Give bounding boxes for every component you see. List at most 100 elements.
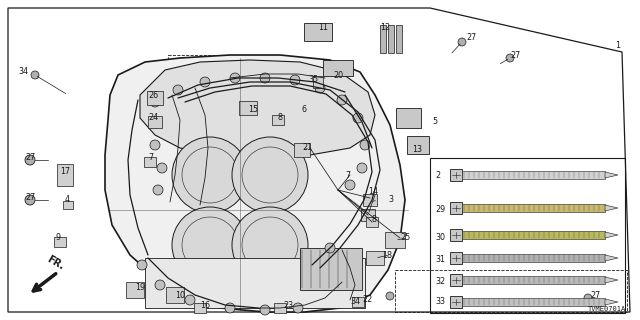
- Circle shape: [337, 95, 347, 105]
- Circle shape: [153, 185, 163, 195]
- Circle shape: [230, 73, 240, 83]
- Bar: [148, 116, 162, 128]
- Text: 18: 18: [382, 251, 392, 260]
- Text: 11: 11: [318, 23, 328, 33]
- Circle shape: [353, 113, 363, 123]
- Circle shape: [232, 137, 308, 213]
- Circle shape: [25, 195, 35, 205]
- Circle shape: [232, 207, 308, 283]
- Circle shape: [150, 97, 160, 107]
- Bar: [407, 136, 429, 154]
- Bar: [366, 251, 384, 265]
- Circle shape: [31, 71, 39, 79]
- Text: 8: 8: [278, 114, 283, 123]
- Bar: [194, 303, 206, 313]
- Bar: [450, 274, 462, 286]
- Bar: [462, 298, 605, 306]
- Text: FR.: FR.: [45, 254, 65, 272]
- Bar: [380, 25, 386, 53]
- Circle shape: [315, 83, 325, 93]
- Bar: [145, 258, 365, 308]
- Text: 33: 33: [435, 298, 445, 307]
- Bar: [294, 143, 310, 157]
- Text: 14: 14: [368, 188, 378, 196]
- Bar: [388, 25, 394, 53]
- Circle shape: [260, 73, 270, 83]
- Text: 26: 26: [148, 92, 158, 100]
- Text: 31: 31: [435, 255, 445, 265]
- Bar: [462, 254, 605, 262]
- Text: 29: 29: [435, 205, 445, 214]
- Text: 15: 15: [248, 106, 258, 115]
- Text: TVME0701A: TVME0701A: [588, 306, 626, 312]
- Text: 24: 24: [148, 114, 158, 123]
- Bar: [352, 297, 364, 307]
- Text: 10: 10: [175, 291, 185, 300]
- Bar: [168, 55, 216, 100]
- Text: 9: 9: [55, 234, 60, 243]
- Bar: [396, 108, 421, 128]
- Bar: [274, 303, 286, 313]
- Circle shape: [506, 54, 514, 62]
- Bar: [304, 23, 332, 41]
- Circle shape: [458, 38, 466, 46]
- Bar: [144, 157, 156, 167]
- Circle shape: [386, 292, 394, 300]
- Text: 21: 21: [302, 143, 312, 153]
- Circle shape: [137, 260, 147, 270]
- Bar: [462, 171, 605, 179]
- Bar: [300, 248, 362, 290]
- Circle shape: [357, 163, 367, 173]
- Bar: [450, 252, 462, 264]
- Text: 17: 17: [60, 167, 70, 177]
- Circle shape: [155, 280, 165, 290]
- Text: 7: 7: [148, 154, 153, 163]
- Bar: [166, 287, 184, 303]
- Bar: [313, 76, 323, 88]
- Text: 23: 23: [283, 301, 293, 310]
- Polygon shape: [605, 277, 618, 283]
- Circle shape: [185, 295, 195, 305]
- Text: 3: 3: [388, 196, 393, 204]
- Text: 4: 4: [65, 196, 70, 204]
- Text: 22: 22: [362, 295, 372, 305]
- Text: 27: 27: [510, 51, 520, 60]
- Polygon shape: [605, 255, 618, 261]
- Text: 25: 25: [400, 234, 410, 243]
- Circle shape: [225, 303, 235, 313]
- Text: 12: 12: [380, 23, 390, 33]
- Text: 5: 5: [432, 117, 437, 126]
- Bar: [395, 270, 627, 312]
- Text: 35: 35: [308, 76, 318, 84]
- Text: 30: 30: [435, 233, 445, 242]
- Bar: [430, 158, 625, 313]
- Circle shape: [360, 140, 370, 150]
- Text: 6: 6: [302, 106, 307, 115]
- Text: 27: 27: [590, 291, 600, 300]
- Bar: [239, 101, 257, 115]
- Bar: [450, 169, 462, 181]
- Text: 1: 1: [615, 41, 620, 50]
- Circle shape: [173, 85, 183, 95]
- Polygon shape: [605, 172, 618, 178]
- Bar: [462, 276, 605, 284]
- Bar: [462, 231, 605, 239]
- Bar: [396, 25, 402, 53]
- Circle shape: [260, 305, 270, 315]
- Polygon shape: [140, 60, 375, 158]
- Circle shape: [172, 137, 248, 213]
- Bar: [462, 204, 605, 212]
- Text: 34: 34: [350, 298, 360, 307]
- Bar: [272, 115, 284, 125]
- Text: 7: 7: [345, 171, 350, 180]
- Text: 19: 19: [135, 284, 145, 292]
- Circle shape: [150, 140, 160, 150]
- Bar: [147, 91, 163, 105]
- Polygon shape: [605, 299, 618, 305]
- Circle shape: [172, 207, 248, 283]
- Text: 13: 13: [412, 146, 422, 155]
- Text: 32: 32: [435, 277, 445, 286]
- Text: 27: 27: [466, 34, 476, 43]
- Bar: [385, 232, 405, 248]
- Text: 34: 34: [18, 68, 28, 76]
